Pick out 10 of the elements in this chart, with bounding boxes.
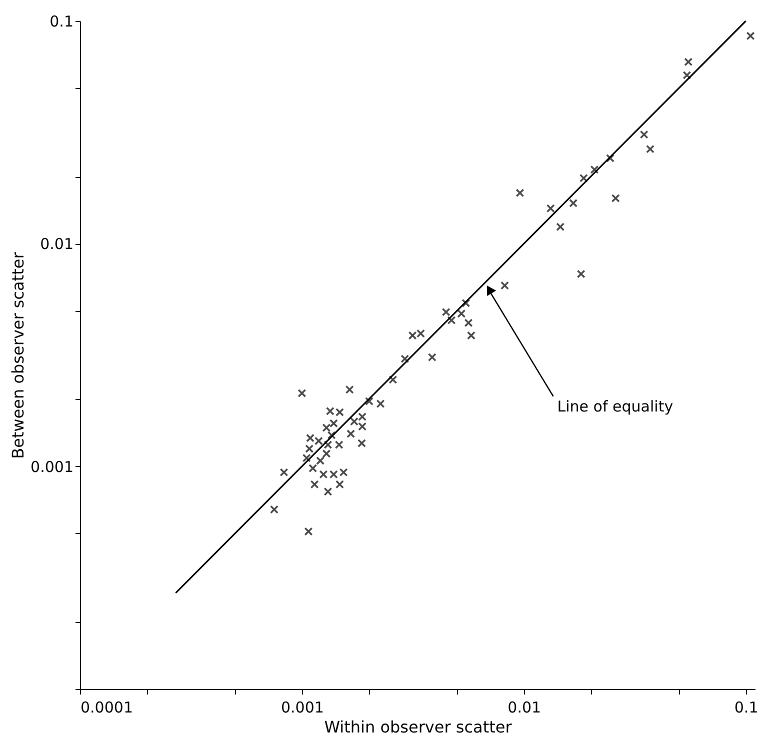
y-axis-title: Between observer scatter [8,252,28,459]
y-tick-label: 0.01 [40,235,74,254]
x-tick-label: 0.001 [280,698,324,716]
x-tick-label: 0.01 [508,698,542,716]
x-tick-label: 0.0001 [80,698,133,716]
x-tick-label: 0.1 [734,698,758,716]
y-tick-label: 0.001 [30,458,74,476]
y-tick-label: 0.1 [50,12,74,30]
x-axis-title: Within observer scatter [324,718,512,736]
annotation: Line of equality [557,397,674,416]
